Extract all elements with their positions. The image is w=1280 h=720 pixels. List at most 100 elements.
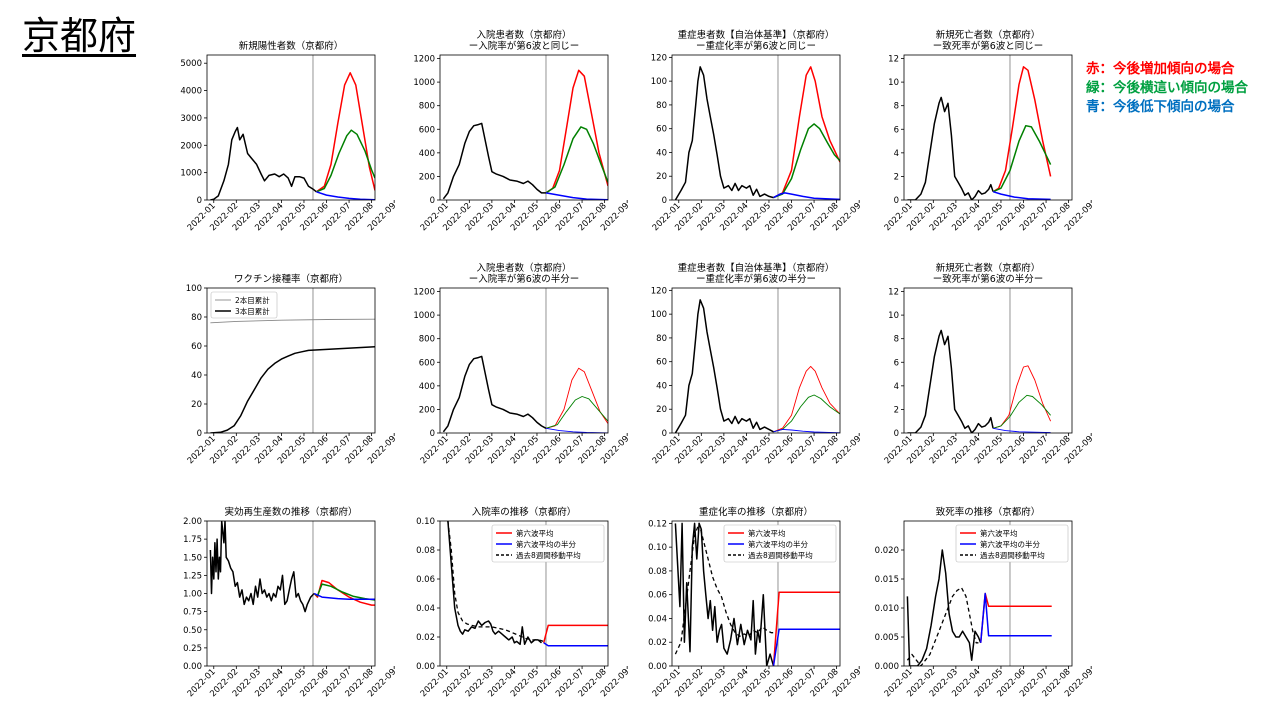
- y-tick-label: 400: [419, 149, 435, 159]
- y-tick-label: 120: [651, 286, 667, 296]
- plot-frame: [439, 287, 609, 434]
- y-tick-label: 40: [656, 381, 667, 391]
- legend-note-decrease: 青：今後低下傾向の場合: [1086, 99, 1235, 115]
- legend-label: 過去8週間移動平均: [980, 550, 1045, 560]
- y-tick-label: 0.02: [416, 633, 435, 643]
- y-tick-label: 20: [191, 400, 202, 410]
- legend-label: 過去8週間移動平均: [516, 550, 581, 560]
- legend-box: [955, 524, 1069, 563]
- legend-label: 第六波平均の半分: [980, 539, 1040, 549]
- y-tick-label: 1200: [413, 288, 435, 298]
- series-line-decrease: [992, 190, 1051, 200]
- chart-title: ー入院率が第6波と同じー: [469, 40, 580, 52]
- y-tick-label: 1.25: [183, 571, 202, 581]
- y-tick-label: 1000: [413, 311, 435, 321]
- y-tick-label: 40: [191, 371, 202, 381]
- chart-title: 重症患者数【自治体基準】（京都府）: [678, 29, 835, 41]
- y-tick-label: 0.04: [416, 604, 435, 614]
- legend-note-flat: 緑：今後横這い傾向の場合: [1086, 80, 1248, 96]
- y-tick-label: 80: [656, 334, 667, 344]
- legend-box: [723, 524, 837, 563]
- series-line-dash: [447, 521, 544, 643]
- chart-title: 新規死亡者数（京都府）: [936, 29, 1041, 41]
- series-line-actual: [906, 549, 982, 666]
- chart-title: 新規死亡者数（京都府）: [936, 262, 1041, 274]
- series-line-increase: [315, 72, 375, 193]
- y-tick-label: 20: [656, 172, 667, 182]
- series-line-dose2: [210, 318, 375, 324]
- y-tick-label: 0.50: [183, 626, 202, 636]
- chart-panel: 致死率の推移（京都府）0.0000.0050.0100.0150.0202022…: [875, 506, 1096, 699]
- chart-panel: 新規陽性者数（京都府）0100020003000400050002022-012…: [180, 40, 398, 233]
- chart-title: 致死率の推移（京都府）: [936, 506, 1041, 518]
- plot-frame: [903, 520, 1073, 667]
- y-tick-label: 0.12: [648, 519, 667, 529]
- y-tick-label: 100: [186, 284, 202, 294]
- y-tick-label: 0.02: [648, 638, 667, 648]
- series-line-increase: [545, 367, 608, 429]
- series-line-actual: [907, 96, 994, 200]
- series-line-decrease: [316, 191, 375, 200]
- series-line-flat: [773, 123, 840, 199]
- y-tick-label: 8: [894, 335, 899, 345]
- y-tick-label: 0: [662, 429, 667, 439]
- y-tick-label: 4: [894, 149, 899, 159]
- y-tick-label: 60: [656, 358, 667, 368]
- series-line-increase: [773, 365, 840, 433]
- y-tick-label: 10: [888, 78, 899, 88]
- series-line-actual: [209, 521, 315, 613]
- series-line-decrease: [545, 427, 608, 433]
- y-tick-label: 400: [419, 382, 435, 392]
- chart-panel: 重症化率の推移（京都府） 0.00 0.02 0.04 0.06 0.08 0.10 0.12…: [648, 506, 863, 699]
- series-line-decrease: [979, 592, 1052, 643]
- y-tick-label: 6: [894, 358, 899, 368]
- plot-frame: [439, 520, 609, 667]
- series-line-increase: [542, 624, 608, 643]
- series-line-decrease: [772, 628, 840, 666]
- legend-label: 第六波平均の半分: [516, 539, 576, 549]
- chart-title: 入院率の推移（京都府）: [472, 506, 577, 518]
- y-tick-label: 600: [419, 358, 435, 368]
- y-tick-label: 0.020: [875, 546, 899, 556]
- chart-title: ー致死率が第6波と同じー: [933, 40, 1044, 52]
- y-tick-label: 0.04: [648, 614, 667, 624]
- y-tick-label: 0.08: [648, 567, 667, 577]
- y-tick-label: 0: [197, 429, 202, 439]
- plot-frame: [439, 54, 609, 201]
- series-line-decrease: [313, 592, 375, 601]
- series-line-actual: [907, 329, 994, 433]
- chart-title: ー重症化率が第6波の半分ー: [696, 273, 816, 285]
- plot-frame: [903, 287, 1073, 434]
- page-title: 京都府: [22, 14, 137, 58]
- chart-title: ー入院率が第6波の半分ー: [469, 273, 580, 285]
- y-tick-label: 60: [191, 342, 202, 352]
- y-tick-label: 0.25: [183, 644, 202, 654]
- y-tick-label: 4: [894, 382, 899, 392]
- chart-title: 実効再生産数の推移（京都府）: [224, 506, 357, 518]
- legend-box: [491, 524, 605, 563]
- y-tick-label: 0.010: [875, 604, 899, 614]
- y-tick-label: 80: [191, 313, 202, 323]
- plot-frame: [671, 520, 841, 667]
- y-tick-label: 200: [419, 172, 435, 182]
- y-tick-label: 0: [430, 196, 435, 206]
- y-tick-label: 60: [656, 125, 667, 135]
- legend-label: 2本目累計: [235, 295, 270, 305]
- chart-panel: 重症患者数【自治体基準】（京都府）ー重症化率が第6波と同じー 0 20 40 60 80 1…: [651, 29, 864, 233]
- y-tick-label: 120: [651, 53, 667, 63]
- series-line-decrease: [773, 192, 840, 200]
- y-tick-label: 200: [419, 405, 435, 415]
- chart-panel: 入院患者数（京都府）ー入院率が第6波と同じー 0 200 400 600 800 1000 1…: [413, 29, 631, 233]
- y-tick-label: 100: [651, 77, 667, 87]
- series-line-flat: [773, 394, 840, 433]
- y-tick-label: 0.005: [875, 633, 899, 643]
- y-tick-label: 5000: [180, 59, 202, 69]
- y-tick-label: 20: [656, 405, 667, 415]
- series-line-flat: [992, 394, 1051, 429]
- plot-frame: [206, 54, 376, 201]
- y-tick-label: 2.00: [183, 517, 202, 527]
- scenario-color-legend: 赤：今後増加傾向の場合 緑：今後横這い傾向の場合 青：今後低下傾向の場合: [1086, 60, 1248, 117]
- y-tick-label: 1000: [180, 169, 202, 179]
- legend-label: 過去8週間移動平均: [748, 550, 813, 560]
